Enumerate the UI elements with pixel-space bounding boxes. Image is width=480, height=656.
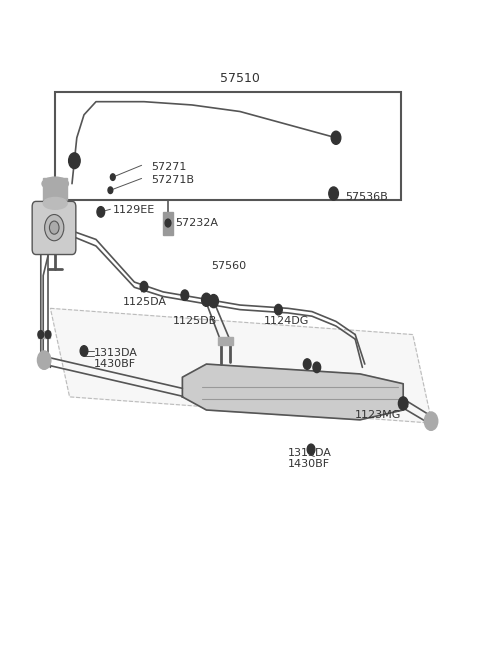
Bar — [218, 337, 233, 345]
Circle shape — [398, 397, 408, 410]
Circle shape — [331, 131, 341, 144]
Text: 57510: 57510 — [220, 72, 260, 85]
Text: 1430BF: 1430BF — [94, 359, 136, 369]
Circle shape — [424, 412, 438, 430]
Circle shape — [49, 221, 59, 234]
Ellipse shape — [42, 177, 69, 190]
Circle shape — [37, 351, 51, 369]
Circle shape — [69, 153, 80, 169]
Circle shape — [80, 346, 88, 356]
Circle shape — [38, 331, 44, 338]
Text: 1430BF: 1430BF — [288, 459, 330, 470]
Circle shape — [329, 187, 338, 200]
Circle shape — [165, 219, 171, 227]
Text: 57271B: 57271B — [151, 175, 194, 186]
Text: 1125DA: 1125DA — [122, 297, 167, 307]
FancyBboxPatch shape — [32, 201, 76, 255]
Bar — [163, 211, 173, 234]
Polygon shape — [182, 364, 403, 420]
Circle shape — [303, 359, 311, 369]
Circle shape — [313, 362, 321, 373]
Text: 1313DA: 1313DA — [94, 348, 137, 358]
Text: 1313DA: 1313DA — [288, 447, 332, 458]
Bar — [38, 331, 50, 338]
Polygon shape — [50, 308, 432, 423]
Circle shape — [275, 304, 282, 315]
Ellipse shape — [43, 197, 67, 209]
Circle shape — [108, 187, 113, 194]
Text: 57271: 57271 — [151, 162, 187, 173]
Text: 57232A: 57232A — [175, 218, 218, 228]
Circle shape — [97, 207, 105, 217]
Bar — [55, 92, 401, 200]
Circle shape — [45, 215, 64, 241]
Text: 1124DG: 1124DG — [264, 316, 310, 327]
Text: 57560: 57560 — [211, 260, 246, 271]
Text: 57536B: 57536B — [346, 192, 388, 202]
Circle shape — [202, 293, 211, 306]
Text: 1123MG: 1123MG — [355, 409, 402, 420]
Circle shape — [110, 174, 115, 180]
Text: 1129EE: 1129EE — [113, 205, 155, 215]
Circle shape — [209, 295, 218, 308]
Bar — [43, 178, 67, 203]
Circle shape — [140, 281, 148, 292]
Text: 1125DB: 1125DB — [173, 316, 217, 327]
Circle shape — [307, 444, 315, 455]
Circle shape — [45, 331, 51, 338]
Circle shape — [181, 290, 189, 300]
